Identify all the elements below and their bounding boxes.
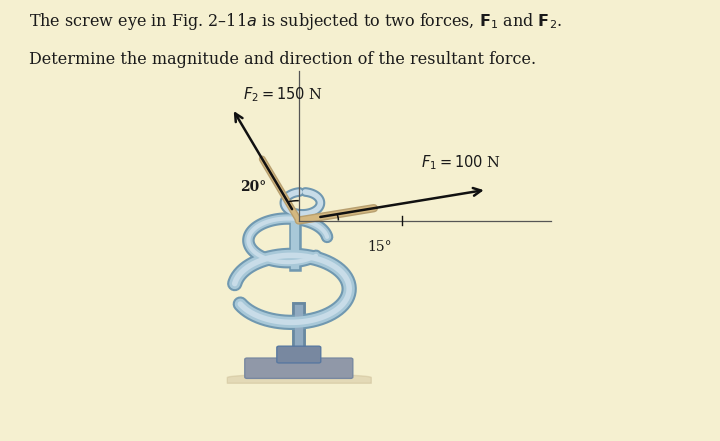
Text: $F_2 = 150$ N: $F_2 = 150$ N bbox=[243, 86, 323, 104]
FancyBboxPatch shape bbox=[245, 358, 353, 378]
Text: The screw eye in Fig. 2–11$a$ is subjected to two forces, $\mathbf{F}_1$ and $\m: The screw eye in Fig. 2–11$a$ is subject… bbox=[29, 11, 562, 32]
FancyBboxPatch shape bbox=[276, 346, 321, 363]
Text: Determine the magnitude and direction of the resultant force.: Determine the magnitude and direction of… bbox=[29, 51, 536, 68]
Text: $F_1 = 100$ N: $F_1 = 100$ N bbox=[421, 153, 501, 172]
Text: 15°: 15° bbox=[367, 240, 392, 254]
Text: 20°: 20° bbox=[240, 180, 266, 194]
